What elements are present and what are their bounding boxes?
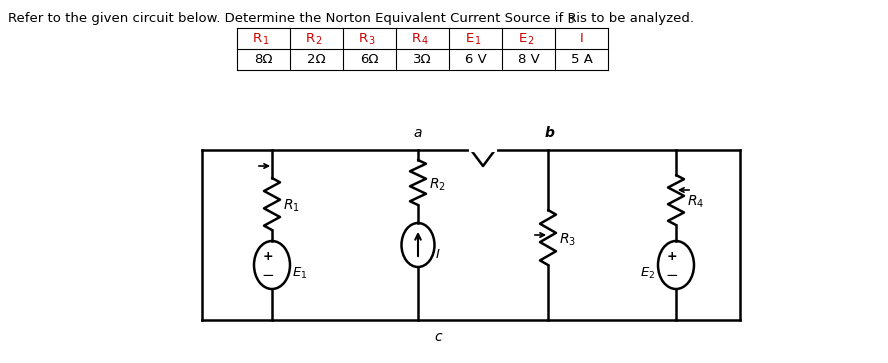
- Text: R: R: [359, 32, 368, 45]
- Text: 5 A: 5 A: [571, 53, 592, 66]
- Text: $R_2$: $R_2$: [429, 176, 446, 193]
- Text: R: R: [411, 32, 421, 45]
- Text: 2: 2: [315, 37, 321, 46]
- Text: c: c: [434, 330, 442, 344]
- Text: E: E: [465, 32, 473, 45]
- Text: +: +: [667, 249, 678, 262]
- Text: R: R: [252, 32, 261, 45]
- Text: $E_1$: $E_1$: [292, 265, 307, 281]
- Text: +: +: [263, 249, 274, 262]
- Text: 6Ω: 6Ω: [361, 53, 379, 66]
- Text: 8Ω: 8Ω: [254, 53, 273, 66]
- Text: 6 V: 6 V: [464, 53, 487, 66]
- Text: $R_4$: $R_4$: [687, 194, 704, 210]
- Text: 3: 3: [567, 15, 574, 25]
- Text: 3: 3: [369, 37, 375, 46]
- Text: R: R: [305, 32, 314, 45]
- Text: 1: 1: [474, 37, 480, 46]
- Text: 8 V: 8 V: [518, 53, 539, 66]
- Text: Refer to the given circuit below. Determine the Norton Equivalent Current Source: Refer to the given circuit below. Determ…: [8, 12, 576, 25]
- Text: $R_3$: $R_3$: [559, 231, 576, 248]
- Text: I: I: [435, 249, 440, 261]
- Text: $R_1$: $R_1$: [283, 198, 300, 214]
- Text: 4: 4: [422, 37, 428, 46]
- Text: −: −: [666, 268, 678, 282]
- Text: 2Ω: 2Ω: [307, 53, 326, 66]
- Text: a: a: [414, 126, 423, 140]
- Text: −: −: [262, 268, 274, 282]
- Text: b: b: [545, 126, 555, 140]
- Text: is to be analyzed.: is to be analyzed.: [572, 12, 694, 25]
- Text: 1: 1: [263, 37, 269, 46]
- Text: E: E: [519, 32, 527, 45]
- Text: 2: 2: [527, 37, 534, 46]
- Text: 3Ω: 3Ω: [413, 53, 432, 66]
- Text: $E_2$: $E_2$: [640, 265, 655, 281]
- Text: I: I: [580, 32, 583, 45]
